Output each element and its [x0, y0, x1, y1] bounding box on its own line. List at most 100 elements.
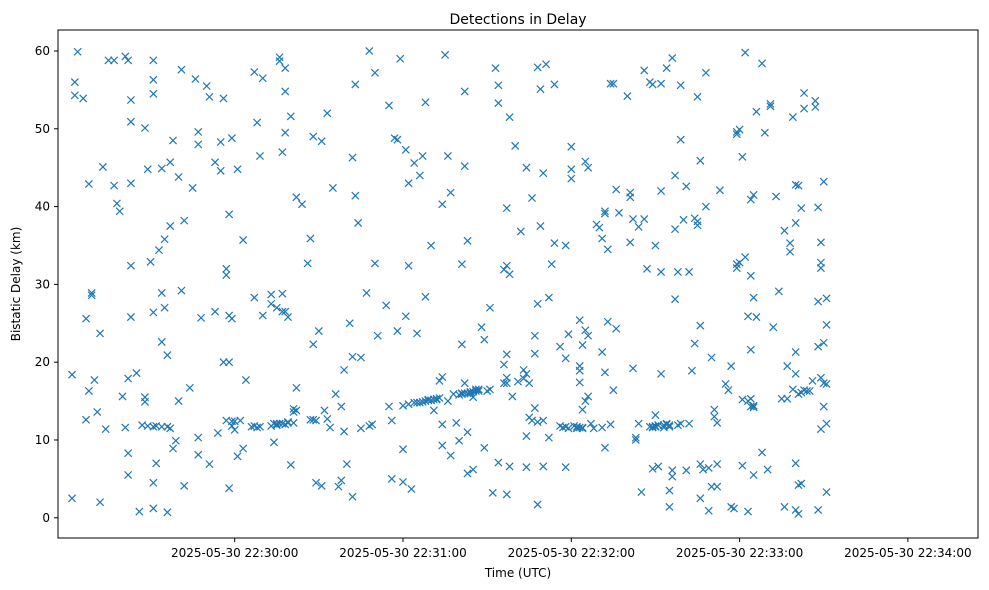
data-point — [477, 323, 486, 332]
data-point — [502, 204, 511, 213]
y-axis-ticks: 0 10 20 30 40 50 60 — [35, 44, 58, 525]
data-point — [536, 85, 545, 94]
data-point — [205, 460, 214, 469]
data-point — [786, 247, 795, 256]
data-point — [600, 443, 609, 452]
data-point — [340, 427, 349, 436]
data-point — [612, 185, 621, 194]
chart-title: Detections in Delay — [449, 12, 586, 28]
data-point — [180, 481, 189, 490]
data-point — [157, 164, 166, 173]
data-point — [250, 67, 259, 77]
data-point — [82, 314, 91, 323]
data-point — [275, 53, 284, 62]
data-point — [595, 223, 604, 232]
data-point — [124, 56, 133, 65]
data-point — [696, 156, 705, 165]
plot-area — [57, 29, 979, 539]
data-point — [225, 484, 234, 493]
data-point — [213, 428, 222, 438]
data-point — [121, 423, 130, 432]
data-point — [171, 436, 180, 445]
data-point — [351, 80, 360, 89]
data-point — [598, 348, 607, 357]
data-point — [93, 407, 102, 416]
data-point — [668, 466, 677, 475]
data-point — [598, 423, 607, 432]
data-point — [819, 177, 828, 186]
data-point — [749, 470, 758, 480]
data-point — [351, 191, 360, 200]
data-point — [177, 65, 186, 74]
data-point — [230, 425, 239, 434]
data-point — [794, 181, 803, 190]
data-point — [292, 193, 301, 202]
data-points — [68, 46, 831, 518]
data-point — [110, 181, 119, 190]
data-point — [522, 463, 531, 472]
data-point — [752, 107, 761, 116]
data-point — [455, 436, 464, 445]
data-point — [609, 79, 618, 88]
data-point — [393, 135, 402, 144]
data-point — [281, 87, 290, 96]
data-point — [561, 241, 570, 250]
data-point — [628, 364, 638, 373]
data-point — [788, 113, 797, 122]
data-point — [640, 66, 649, 75]
data-point — [502, 261, 511, 270]
data-point — [348, 492, 357, 501]
data-point — [87, 291, 96, 300]
data-point — [317, 481, 326, 490]
data-point — [584, 163, 593, 172]
y-tick-label: 60 — [35, 44, 50, 58]
y-tick-label: 20 — [35, 355, 50, 369]
data-point — [746, 402, 755, 411]
data-point — [642, 264, 652, 273]
data-point — [791, 505, 800, 515]
data-point — [556, 342, 565, 351]
data-point — [90, 376, 99, 385]
data-point — [84, 180, 93, 189]
data-point — [671, 295, 680, 304]
data-point — [780, 226, 789, 235]
data-point — [342, 460, 351, 469]
data-point — [250, 293, 259, 302]
data-point — [412, 329, 422, 338]
data-point — [194, 140, 203, 149]
data-point — [278, 148, 287, 157]
data-point — [502, 350, 511, 359]
data-point — [149, 478, 158, 487]
data-point — [281, 128, 290, 137]
data-point — [676, 419, 685, 428]
data-point — [463, 469, 472, 478]
data-point — [435, 376, 444, 385]
data-point — [516, 227, 525, 236]
data-point — [651, 241, 660, 250]
data-point — [791, 369, 800, 378]
data-point — [533, 299, 542, 308]
data-point — [685, 267, 694, 276]
data-point — [673, 267, 682, 276]
data-point — [502, 373, 511, 382]
data-point — [519, 374, 528, 383]
data-point — [822, 488, 831, 497]
data-point — [337, 402, 346, 411]
data-point — [612, 324, 621, 333]
data-point — [70, 78, 79, 87]
data-point — [365, 46, 374, 56]
data-point — [735, 125, 744, 134]
data-point — [729, 504, 739, 513]
data-point — [816, 238, 825, 247]
data-point — [609, 386, 618, 395]
data-point — [780, 502, 789, 511]
data-point — [519, 365, 528, 374]
data-point — [149, 422, 158, 431]
data-point — [811, 96, 820, 105]
data-point — [814, 505, 823, 515]
data-point — [550, 80, 559, 89]
data-point — [356, 353, 365, 362]
data-point — [387, 474, 396, 483]
data-point — [272, 303, 281, 312]
data-point — [814, 203, 823, 212]
